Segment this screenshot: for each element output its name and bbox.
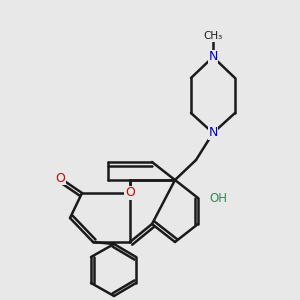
Text: CH₃: CH₃ [203,31,223,41]
Text: N: N [208,127,218,140]
Text: O: O [125,187,135,200]
Text: N: N [208,50,218,64]
Text: O: O [55,172,65,184]
Text: OH: OH [209,191,227,205]
